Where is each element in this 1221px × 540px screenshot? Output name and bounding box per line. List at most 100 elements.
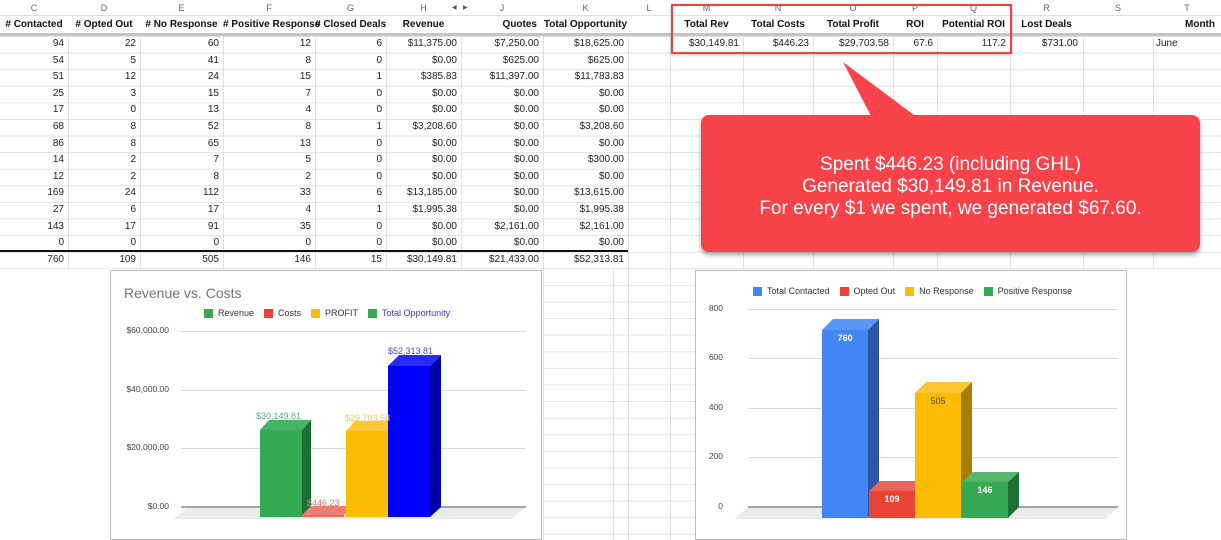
header-month[interactable]: Month	[1185, 19, 1215, 30]
cell-quotes[interactable]: $0.00	[513, 237, 539, 249]
cell-closed-deals[interactable]: 1	[376, 121, 382, 132]
summary-potential-roi[interactable]: 117.2	[981, 38, 1006, 49]
header-total-profit[interactable]: Total Profit	[826, 19, 880, 30]
cell-quotes[interactable]: $0.00	[513, 87, 539, 99]
total-closed-deals[interactable]: 15	[370, 254, 382, 265]
cell-closed-deals[interactable]: 6	[376, 187, 382, 199]
cell-opted-out[interactable]: 22	[124, 38, 136, 49]
header-quotes[interactable]: Quotes	[502, 19, 537, 30]
cell-closed-deals[interactable]: 0	[376, 170, 382, 182]
column-header-j[interactable]: J	[499, 3, 505, 13]
cell-closed-deals[interactable]: 0	[376, 54, 382, 66]
total-quotes[interactable]: $21,433.00	[488, 254, 539, 265]
cell-revenue[interactable]: $0.00	[431, 54, 457, 66]
cell-opted-out[interactable]: 3	[130, 87, 136, 99]
cell-total-opportunity[interactable]: $300.00	[587, 154, 624, 166]
cell-quotes[interactable]: $0.00	[513, 137, 539, 149]
header-positive-response[interactable]: # Positive Response	[223, 19, 321, 30]
legend-item-profit[interactable]: PROFIT	[311, 308, 358, 318]
cell-positive-response[interactable]: 4	[305, 204, 311, 215]
cell-no-response[interactable]: 112	[203, 187, 219, 199]
hidden-column-right-arrow-icon[interactable]: ▶	[463, 5, 468, 11]
column-header-o[interactable]: O	[849, 3, 857, 13]
cell-positive-response[interactable]: 4	[305, 104, 311, 116]
total-positive-response[interactable]: 146	[294, 254, 311, 265]
cell-opted-out[interactable]: 6	[130, 204, 136, 215]
header-total-costs[interactable]: Total Costs	[751, 19, 805, 30]
cell-positive-response[interactable]: 12	[299, 38, 311, 49]
column-header-e[interactable]: E	[178, 3, 185, 13]
header-contacted[interactable]: # Contacted	[5, 19, 63, 30]
cell-opted-out[interactable]: 12	[124, 71, 136, 83]
header-lost-deals[interactable]: Lost Deals	[1021, 19, 1072, 30]
cell-revenue[interactable]: $0.00	[431, 220, 457, 232]
cell-quotes[interactable]: $625.00	[502, 54, 539, 66]
cell-opted-out[interactable]: 8	[130, 137, 136, 149]
cell-positive-response[interactable]: 5	[305, 154, 311, 166]
cell-opted-out[interactable]: 2	[130, 170, 136, 182]
cell-no-response[interactable]: 24	[207, 71, 219, 83]
cell-closed-deals[interactable]: 0	[376, 87, 382, 99]
frozen-row-divider[interactable]	[0, 33, 1221, 36]
total-opportunity[interactable]: $52,313.81	[573, 254, 624, 265]
cell-positive-response[interactable]: 8	[305, 121, 311, 132]
header-total-opportunity[interactable]: Total Opportunity	[543, 19, 628, 30]
cell-revenue[interactable]: $1,995.38	[412, 204, 458, 215]
column-header-k[interactable]: K	[582, 3, 589, 13]
cell-total-opportunity[interactable]: $0.00	[598, 87, 624, 99]
cell-revenue[interactable]: $0.00	[431, 170, 457, 182]
cell-closed-deals[interactable]: 6	[376, 38, 382, 49]
column-header-t[interactable]: T	[1184, 3, 1190, 13]
header-opted-out[interactable]: # Opted Out	[75, 19, 133, 30]
cell-closed-deals[interactable]: 1	[376, 71, 382, 83]
legend-item-total-contacted[interactable]: Total Contacted	[753, 286, 830, 296]
cell-contacted[interactable]: 94	[52, 38, 64, 49]
cell-positive-response[interactable]: 0	[305, 237, 311, 249]
cell-quotes[interactable]: $0.00	[513, 170, 539, 182]
cell-revenue[interactable]: $0.00	[431, 104, 457, 116]
header-potential-roi[interactable]: Potential ROI	[942, 19, 1005, 30]
cell-positive-response[interactable]: 35	[299, 220, 311, 232]
column-header-g[interactable]: G	[346, 3, 354, 13]
total-revenue[interactable]: $30,149.81	[406, 254, 457, 265]
cell-closed-deals[interactable]: 1	[376, 204, 382, 215]
cell-revenue[interactable]: $11,375.00	[407, 38, 457, 49]
cell-total-opportunity[interactable]: $18,625.00	[573, 38, 624, 49]
header-revenue[interactable]: Revenue	[402, 19, 445, 30]
summary-month[interactable]: June	[1156, 38, 1178, 49]
cell-no-response[interactable]: 17	[207, 204, 219, 215]
cell-total-opportunity[interactable]: $13,615.00	[573, 187, 624, 199]
summary-total-profit[interactable]: $29,703.58	[838, 38, 889, 49]
cell-revenue[interactable]: $0.00	[431, 154, 457, 166]
legend-item-opted-out[interactable]: Opted Out	[839, 286, 895, 296]
column-header-l[interactable]: L	[646, 3, 652, 13]
cell-no-response[interactable]: 13	[207, 104, 219, 116]
cell-opted-out[interactable]: 24	[124, 187, 136, 199]
column-header-r[interactable]: R	[1043, 3, 1050, 13]
cell-no-response[interactable]: 60	[207, 38, 219, 49]
cell-quotes[interactable]: $0.00	[513, 204, 539, 215]
cell-contacted[interactable]: 86	[52, 137, 64, 149]
cell-no-response[interactable]: 52	[207, 121, 219, 132]
cell-opted-out[interactable]: 5	[130, 54, 136, 66]
cell-closed-deals[interactable]: 0	[376, 220, 382, 232]
cell-total-opportunity[interactable]: $1,995.38	[579, 204, 625, 215]
cell-contacted[interactable]: 14	[52, 154, 64, 166]
cell-positive-response[interactable]: 2	[305, 170, 311, 182]
outreach-response-chart[interactable]: Total Contacted Opted Out No Response Po…	[695, 270, 1127, 540]
legend-item-revenue[interactable]: Revenue	[204, 308, 254, 318]
cell-closed-deals[interactable]: 0	[376, 237, 382, 249]
legend-item-costs[interactable]: Costs	[264, 308, 301, 318]
cell-quotes[interactable]: $0.00	[513, 121, 539, 132]
cell-no-response[interactable]: 7	[213, 154, 219, 166]
cell-total-opportunity[interactable]: $0.00	[598, 137, 624, 149]
total-opted-out[interactable]: 109	[119, 254, 136, 265]
summary-lost-deals[interactable]: $731.00	[1041, 38, 1078, 49]
cell-no-response[interactable]: 65	[207, 137, 219, 149]
summary-roi[interactable]: 67.6	[913, 38, 933, 49]
hidden-column-left-arrow-icon[interactable]: ◀	[452, 5, 457, 11]
cell-positive-response[interactable]: 13	[299, 137, 311, 149]
cell-contacted[interactable]: 0	[58, 237, 64, 249]
cell-opted-out[interactable]: 0	[130, 104, 136, 116]
cell-contacted[interactable]: 169	[47, 187, 64, 199]
